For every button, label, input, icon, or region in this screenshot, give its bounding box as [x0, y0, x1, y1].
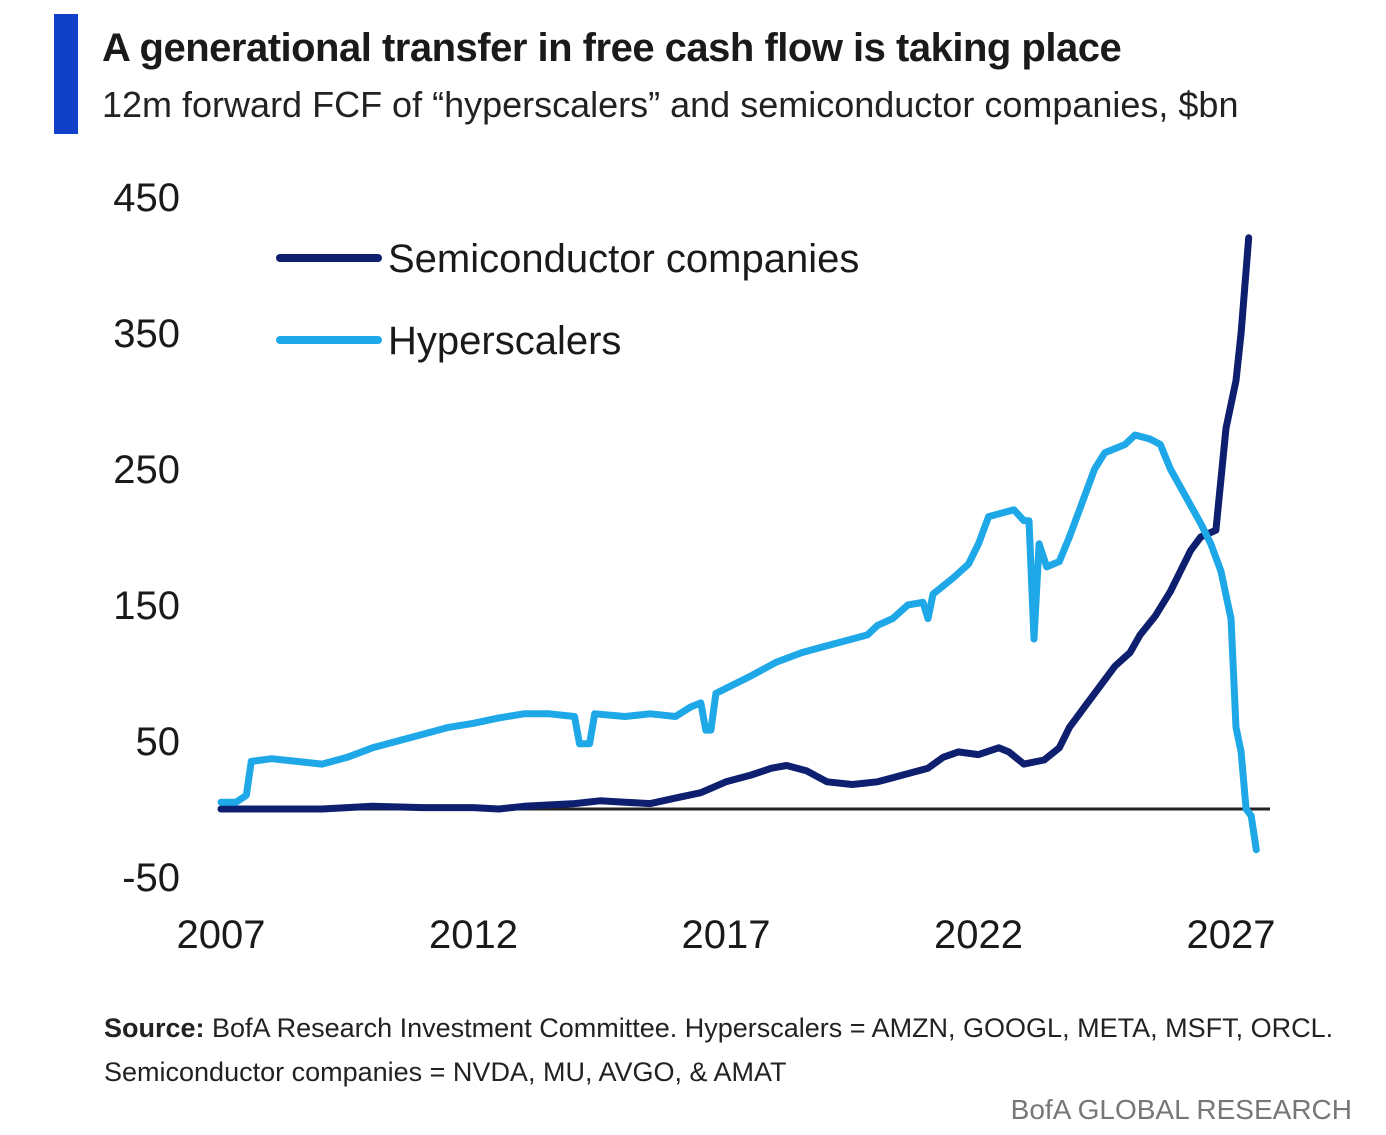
accent-bar	[54, 14, 78, 134]
y-tick-label: -50	[122, 856, 180, 900]
source-label: Source:	[104, 1013, 205, 1043]
y-tick-label: 250	[113, 448, 180, 492]
chart-title: A generational transfer in free cash flo…	[102, 26, 1122, 70]
legend-label: Semiconductor companies	[388, 237, 859, 281]
y-tick-label: 350	[113, 312, 180, 356]
source-line-1: BofA Research Investment Committee. Hype…	[204, 1013, 1334, 1043]
y-tick-label: 50	[136, 720, 181, 764]
legend-label: Hyperscalers	[388, 319, 621, 363]
x-tick-label: 2027	[1187, 913, 1276, 957]
fcf-line-chart: 450 350 250 150 50 -50 2007 2012 2017 2022 2027 Sem…	[113, 176, 1276, 957]
source-line-2: Semiconductor companies = NVDA, MU, AVGO…	[104, 1057, 787, 1087]
source-note: Source: BofA Research Investment Committ…	[104, 1006, 1333, 1094]
y-tick-label: 450	[113, 176, 180, 220]
y-tick-label: 150	[113, 584, 180, 628]
brand-label: BofA GLOBAL RESEARCH	[1010, 1094, 1352, 1125]
x-tick-label: 2012	[429, 913, 518, 957]
x-tick-label: 2022	[934, 913, 1023, 957]
hyperscalers-series-line	[217, 431, 1260, 854]
x-tick-label: 2017	[682, 913, 771, 957]
chart-subtitle: 12m forward FCF of “hyperscalers” and se…	[102, 84, 1239, 125]
x-tick-label: 2007	[177, 913, 266, 957]
semiconductor-series-line	[217, 234, 1253, 813]
